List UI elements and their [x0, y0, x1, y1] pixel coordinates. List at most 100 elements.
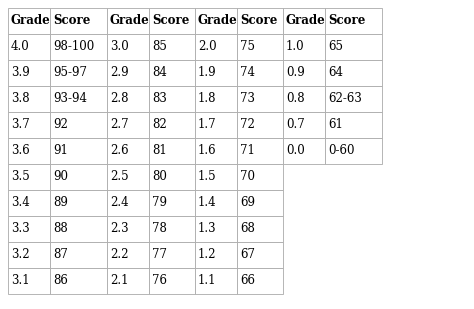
- Bar: [50, 112, 107, 138]
- Text: 73: 73: [240, 92, 255, 105]
- Text: 2.1: 2.1: [110, 274, 128, 287]
- Bar: [325, 86, 382, 112]
- Text: 72: 72: [240, 118, 255, 132]
- Text: 75: 75: [240, 40, 255, 53]
- Bar: [325, 112, 382, 138]
- Bar: [8, 242, 50, 268]
- Bar: [149, 8, 195, 34]
- Text: 2.2: 2.2: [110, 248, 128, 261]
- Bar: [237, 164, 283, 190]
- Bar: [8, 60, 50, 86]
- Bar: [195, 8, 237, 34]
- Bar: [195, 164, 237, 190]
- Text: 98-100: 98-100: [53, 40, 94, 53]
- Bar: [325, 60, 382, 86]
- Bar: [107, 164, 149, 190]
- Text: 3.3: 3.3: [11, 222, 30, 235]
- Text: 1.0: 1.0: [286, 40, 305, 53]
- Bar: [325, 138, 382, 164]
- Bar: [283, 8, 325, 34]
- Bar: [325, 8, 382, 34]
- Bar: [107, 86, 149, 112]
- Bar: [237, 138, 283, 164]
- Text: 2.4: 2.4: [110, 197, 128, 210]
- Text: 61: 61: [328, 118, 343, 132]
- Bar: [195, 138, 237, 164]
- Text: 71: 71: [240, 145, 255, 158]
- Bar: [8, 164, 50, 190]
- Bar: [195, 112, 237, 138]
- Text: 90: 90: [53, 171, 68, 184]
- Bar: [237, 242, 283, 268]
- Text: 74: 74: [240, 66, 255, 79]
- Bar: [8, 112, 50, 138]
- Text: 84: 84: [152, 66, 167, 79]
- Text: Grade: Grade: [198, 15, 238, 28]
- Text: 77: 77: [152, 248, 167, 261]
- Bar: [149, 138, 195, 164]
- Text: 93-94: 93-94: [53, 92, 87, 105]
- Text: 66: 66: [240, 274, 255, 287]
- Text: 92: 92: [53, 118, 68, 132]
- Bar: [237, 34, 283, 60]
- Text: Grade: Grade: [11, 15, 51, 28]
- Text: 82: 82: [152, 118, 167, 132]
- Bar: [8, 34, 50, 60]
- Bar: [107, 138, 149, 164]
- Bar: [195, 60, 237, 86]
- Text: 83: 83: [152, 92, 167, 105]
- Bar: [283, 86, 325, 112]
- Bar: [149, 190, 195, 216]
- Bar: [195, 242, 237, 268]
- Text: 0-60: 0-60: [328, 145, 355, 158]
- Text: 80: 80: [152, 171, 167, 184]
- Bar: [237, 60, 283, 86]
- Text: 85: 85: [152, 40, 167, 53]
- Bar: [237, 268, 283, 294]
- Bar: [50, 86, 107, 112]
- Bar: [8, 268, 50, 294]
- Bar: [107, 242, 149, 268]
- Text: 87: 87: [53, 248, 68, 261]
- Text: 1.4: 1.4: [198, 197, 217, 210]
- Text: Grade: Grade: [286, 15, 326, 28]
- Bar: [8, 138, 50, 164]
- Text: 68: 68: [240, 222, 255, 235]
- Text: 3.7: 3.7: [11, 118, 30, 132]
- Text: 1.2: 1.2: [198, 248, 217, 261]
- Text: 0.0: 0.0: [286, 145, 305, 158]
- Text: 64: 64: [328, 66, 343, 79]
- Bar: [149, 86, 195, 112]
- Bar: [8, 216, 50, 242]
- Text: 69: 69: [240, 197, 255, 210]
- Text: 76: 76: [152, 274, 167, 287]
- Bar: [8, 8, 50, 34]
- Bar: [237, 86, 283, 112]
- Text: 0.8: 0.8: [286, 92, 305, 105]
- Text: Score: Score: [152, 15, 190, 28]
- Bar: [50, 216, 107, 242]
- Text: 86: 86: [53, 274, 68, 287]
- Bar: [50, 242, 107, 268]
- Text: 0.9: 0.9: [286, 66, 305, 79]
- Bar: [149, 60, 195, 86]
- Bar: [283, 138, 325, 164]
- Text: Score: Score: [328, 15, 365, 28]
- Text: 3.4: 3.4: [11, 197, 30, 210]
- Text: 91: 91: [53, 145, 68, 158]
- Text: 65: 65: [328, 40, 343, 53]
- Text: 2.5: 2.5: [110, 171, 128, 184]
- Text: 1.7: 1.7: [198, 118, 217, 132]
- Bar: [8, 190, 50, 216]
- Text: 2.6: 2.6: [110, 145, 128, 158]
- Bar: [149, 216, 195, 242]
- Bar: [195, 268, 237, 294]
- Text: 2.0: 2.0: [198, 40, 217, 53]
- Text: 0.7: 0.7: [286, 118, 305, 132]
- Bar: [237, 8, 283, 34]
- Text: 67: 67: [240, 248, 255, 261]
- Text: 3.0: 3.0: [110, 40, 129, 53]
- Bar: [195, 86, 237, 112]
- Bar: [149, 164, 195, 190]
- Bar: [195, 34, 237, 60]
